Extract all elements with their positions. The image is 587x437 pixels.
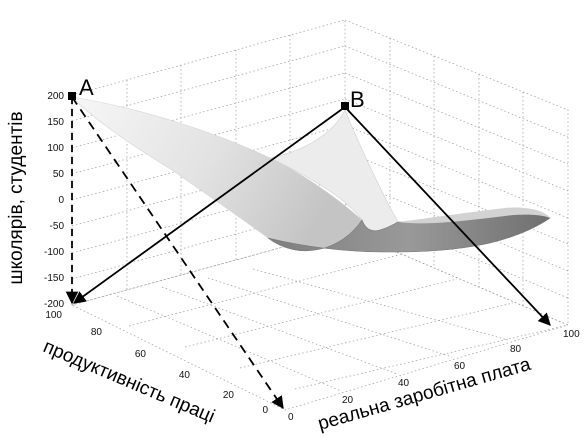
projection-lines [65, 96, 551, 410]
point-a-marker [68, 92, 76, 100]
z-axis-label: школярів, студентів [6, 111, 27, 284]
solid-line-b-left [72, 106, 346, 304]
point-b-label: B [350, 87, 365, 112]
z-tick-label: 0 [58, 195, 64, 206]
surface [71, 96, 551, 253]
x-tick-label: 20 [342, 395, 354, 406]
z-tick-label: -200 [44, 299, 64, 310]
z-tick-label: 200 [47, 91, 64, 102]
y-tick-label: 100 [45, 310, 62, 321]
x-axis-ticks: 0 20 40 60 80 100 [288, 329, 580, 423]
y-tick-label: 40 [179, 370, 191, 381]
dashed-line-a-diagonal [71, 96, 284, 410]
x-tick-label: 80 [510, 344, 522, 355]
x-tick-label: 60 [454, 361, 466, 372]
x-tick-label: 100 [563, 329, 580, 340]
solid-line-b-right [344, 106, 551, 326]
y-tick-label: 20 [223, 390, 235, 401]
labeled-points: A B [68, 75, 365, 112]
y-axis-ticks: 100 80 60 40 20 0 [45, 310, 268, 416]
z-tick-label: 50 [53, 169, 65, 180]
point-b-marker [341, 102, 349, 110]
z-tick-label: -50 [50, 221, 65, 232]
x-tick-label: 0 [288, 412, 294, 423]
y-axis-label: продуктивність праці [40, 336, 218, 427]
x-tick-label: 40 [398, 378, 410, 389]
point-a-label: A [79, 75, 94, 100]
z-tick-label: 100 [47, 143, 64, 154]
y-tick-label: 80 [91, 327, 103, 338]
z-tick-label: -150 [44, 273, 64, 284]
y-tick-label: 0 [262, 405, 268, 416]
y-tick-label: 60 [135, 349, 147, 360]
z-tick-label: 150 [47, 117, 64, 128]
z-axis-ticks: 200 150 100 50 0 -50 -100 -150 -200 [44, 91, 64, 310]
z-tick-label: -100 [44, 247, 64, 258]
